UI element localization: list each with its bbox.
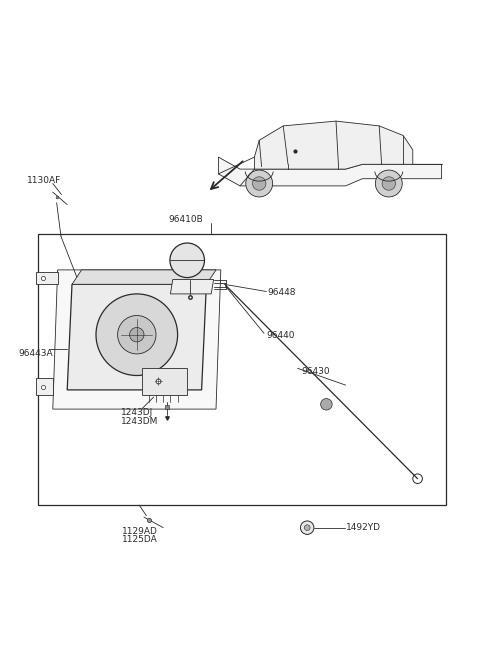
Bar	[142, 368, 187, 395]
Bar	[38, 234, 446, 505]
Polygon shape	[36, 272, 58, 284]
Text: 96448: 96448	[268, 288, 296, 297]
Text: 96440: 96440	[266, 331, 295, 340]
Circle shape	[246, 170, 273, 197]
Polygon shape	[72, 270, 216, 284]
Text: 1125DA: 1125DA	[122, 534, 158, 544]
Polygon shape	[53, 270, 221, 409]
Circle shape	[375, 170, 402, 197]
Text: 1243DM: 1243DM	[121, 417, 158, 426]
Text: 1129AD: 1129AD	[122, 527, 158, 536]
Text: 1492YD: 1492YD	[346, 523, 381, 532]
Polygon shape	[218, 157, 442, 186]
Text: 1243DJ: 1243DJ	[121, 408, 153, 417]
Circle shape	[382, 177, 396, 190]
Text: 96410B: 96410B	[168, 215, 203, 224]
Circle shape	[300, 521, 314, 534]
Circle shape	[96, 294, 178, 375]
Text: 1130AF: 1130AF	[27, 176, 61, 185]
Circle shape	[118, 316, 156, 354]
Circle shape	[413, 474, 422, 483]
Circle shape	[170, 243, 204, 278]
Circle shape	[321, 398, 332, 410]
Text: 96430: 96430	[301, 367, 330, 376]
Polygon shape	[254, 121, 413, 169]
Circle shape	[304, 525, 310, 531]
Polygon shape	[170, 280, 214, 294]
Circle shape	[130, 328, 144, 342]
Text: 96443A: 96443A	[18, 349, 53, 358]
Polygon shape	[36, 378, 53, 395]
Polygon shape	[67, 284, 206, 390]
Circle shape	[252, 177, 266, 190]
